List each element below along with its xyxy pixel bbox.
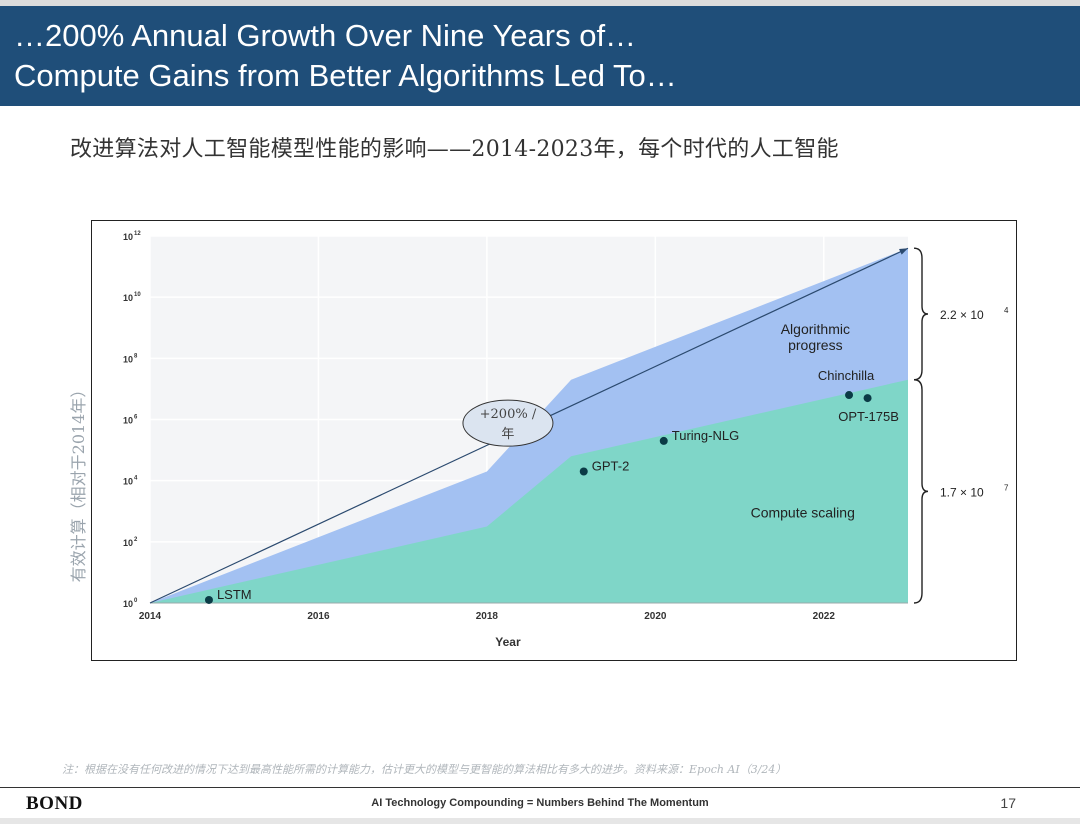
compute-scaling-area — [150, 379, 908, 603]
y-tick-exponent: 4 — [134, 476, 138, 482]
footer-tagline: AI Technology Compounding = Numbers Behi… — [371, 797, 709, 809]
y-tick-exponent: 6 — [134, 415, 138, 421]
chart-subtitle: 改进算法对人工智能模型性能的影响——2014-2023年，每个时代的人工智能 — [70, 137, 839, 162]
x-tick-label: 2016 — [307, 611, 330, 622]
y-tick-label: 10 — [123, 599, 133, 609]
model-point-chinchilla — [845, 391, 854, 400]
x-tick-label: 2018 — [476, 611, 499, 622]
brace-1 — [913, 379, 929, 604]
top-strip — [0, 0, 1080, 6]
x-tick-label: 2020 — [644, 611, 667, 622]
model-label-chinchilla: Chinchilla — [818, 368, 875, 383]
growth-rate-label-1: +200% / — [480, 407, 537, 422]
brace-label-0: 2.2 × 10 — [940, 308, 984, 322]
model-label-lstm: LSTM — [217, 587, 252, 602]
slide-title-line-1: …200% Annual Growth Over Nine Years of… — [14, 18, 637, 53]
y-tick-label: 10 — [123, 232, 133, 242]
y-tick-label: 10 — [123, 354, 133, 364]
model-label-gpt-2: GPT-2 — [592, 458, 630, 473]
y-tick-exponent: 2 — [134, 537, 138, 543]
y-tick-exponent: 12 — [134, 231, 141, 237]
model-point-turing-nlg — [659, 436, 668, 445]
x-tick-label: 2022 — [813, 611, 836, 622]
slide-title-line-2: Compute Gains from Better Algorithms Led… — [14, 58, 677, 93]
footnote: 注：根据在没有任何改进的情况下达到最高性能所需的计算能力，估计更大的模型与更智能… — [62, 763, 787, 776]
footer-divider — [0, 787, 1080, 788]
area-label-0-line-1: Algorithmic — [781, 321, 850, 337]
y-tick-exponent: 8 — [134, 353, 138, 359]
title-bar: …200% Annual Growth Over Nine Years of… … — [0, 6, 1080, 106]
y-tick-label: 10 — [123, 477, 133, 487]
y-tick-label: 10 — [123, 538, 133, 548]
model-point-opt-175b — [863, 394, 872, 403]
x-axis-title: Year — [495, 635, 521, 649]
area-label-1-line-1: Compute scaling — [751, 504, 855, 520]
y-tick-exponent: 10 — [134, 292, 141, 298]
y-tick-exponent: 0 — [134, 598, 138, 604]
brace-label-exponent-0: 4 — [1004, 306, 1009, 315]
y-tick-label: 10 — [123, 416, 133, 426]
y-tick-label: 10 — [123, 293, 133, 303]
model-label-opt-175b: OPT-175B — [838, 409, 899, 424]
bottom-strip — [0, 818, 1080, 824]
model-point-lstm — [204, 595, 213, 604]
brace-label-exponent-1: 7 — [1004, 483, 1009, 492]
y-axis-label: 有效计算（相对于2014年） — [69, 381, 88, 583]
growth-rate-ellipse — [462, 399, 554, 447]
trend-arrowhead — [899, 248, 908, 255]
page-number: 17 — [1000, 795, 1016, 811]
model-point-gpt-2 — [579, 467, 588, 476]
brace-0 — [913, 247, 929, 381]
growth-rate-label-2: 年 — [501, 427, 514, 442]
x-tick-label: 2014 — [139, 611, 162, 622]
chart-frame: +200% / 年 2014 2016 2018 2020 2022 Year 10 0 10 2 10… — [91, 220, 1017, 661]
area-label-0-line-2: progress — [788, 337, 842, 353]
brace-label-1: 1.7 × 10 — [940, 485, 984, 499]
footer-logo: BOND — [26, 793, 83, 814]
model-label-turing-nlg: Turing-NLG — [672, 428, 739, 443]
